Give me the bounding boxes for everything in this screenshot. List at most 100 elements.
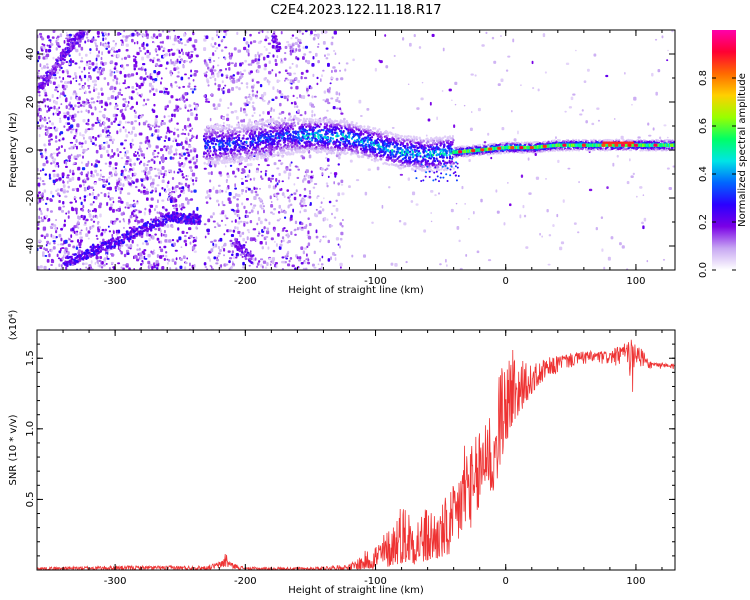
spectrogram-cell — [340, 179, 344, 184]
spectrogram-cell — [193, 85, 197, 88]
spectrogram-cell — [308, 195, 312, 199]
spectrogram-cell — [92, 224, 95, 228]
spectrogram-cell — [597, 119, 600, 122]
spectrogram-cell — [195, 179, 198, 182]
spectrogram-cell — [269, 263, 272, 266]
spectrogram-cell — [54, 68, 58, 71]
spectrogram-cell — [244, 59, 248, 63]
spectrogram-cell — [302, 46, 306, 50]
spectrogram-cell — [56, 173, 60, 178]
spectrogram-cell — [67, 185, 70, 189]
spectrogram-cell — [138, 84, 142, 89]
spectrogram-cell — [41, 192, 44, 196]
spectrogram-cell — [164, 156, 168, 160]
spectrogram-cell — [170, 72, 173, 77]
spectrogram-cell — [46, 109, 49, 113]
spectrogram-cell — [87, 230, 91, 234]
spectrogram-cell — [204, 100, 208, 103]
spectrogram-cell — [585, 120, 588, 124]
spectrogram-cell — [303, 247, 308, 250]
spectrogram-cell — [327, 239, 330, 244]
spectrogram-cell — [228, 191, 232, 196]
spectrogram-cell — [320, 266, 323, 270]
spectrogram-cell — [206, 136, 210, 139]
spectrogram-cell — [437, 192, 441, 195]
spectrogram-cell — [117, 153, 120, 157]
spectrogram-cell — [248, 93, 251, 96]
spectrogram-cell — [256, 123, 259, 127]
spectrogram-cell — [245, 159, 248, 163]
spectrogram-cell — [184, 104, 187, 107]
spectrogram-cell — [107, 32, 110, 36]
spectrogram-cell — [224, 84, 227, 87]
spectrogram-cell — [304, 110, 307, 115]
spectrogram-cell — [596, 107, 600, 110]
spectrogram-cell — [57, 84, 60, 88]
spectrogram-cell — [197, 215, 201, 219]
spectrogram-cell — [307, 242, 311, 247]
spectrogram-cell — [82, 155, 84, 159]
spectrogram-cell — [453, 124, 456, 128]
spectrogram-cell — [134, 114, 137, 119]
spectrogram-cell — [177, 134, 180, 138]
spectrogram-cell — [578, 181, 580, 184]
spectrogram-cell — [115, 179, 119, 182]
spectrogram-cell — [211, 161, 215, 165]
spectrogram-cell — [227, 197, 231, 202]
spectrogram-cell — [302, 198, 306, 202]
spectrogram-cell — [124, 108, 127, 111]
spectrogram-cell — [143, 162, 146, 167]
spectrogram-cell — [62, 112, 67, 115]
spectrogram-cell — [299, 193, 302, 197]
spectrogram-cell — [111, 155, 115, 158]
spectrogram-cell — [158, 60, 161, 63]
spectrogram-cell — [219, 98, 222, 102]
spectrogram-cell — [234, 187, 237, 190]
spectrogram-cell — [212, 65, 215, 69]
spectrogram-cell — [37, 51, 40, 54]
spectrogram-cell — [267, 36, 270, 40]
spectrogram-cell — [298, 48, 301, 52]
spectrogram-cell — [216, 64, 220, 67]
spectrogram-cell — [102, 178, 106, 183]
spectrogram-cell — [41, 77, 45, 80]
spectrogram-cell — [176, 171, 180, 174]
spectrogram-cell — [308, 222, 312, 227]
spectrogram-cell — [58, 119, 62, 123]
spectrogram-cell — [117, 262, 121, 265]
spectrogram-cell — [149, 58, 152, 62]
spectrogram-cell — [75, 79, 78, 82]
spectrogram-cell — [46, 35, 50, 39]
spectrogram-cell — [252, 228, 257, 231]
spectrogram-cell — [292, 94, 295, 98]
spectrogram-cell — [78, 215, 81, 220]
spectrogram-cell — [128, 176, 132, 180]
spectrogram-cell — [249, 178, 252, 181]
spectrogram-cell — [216, 33, 219, 37]
spectrogram-cell — [238, 133, 241, 137]
spectrogram-cell — [134, 133, 137, 137]
spectrogram-cell — [227, 88, 231, 92]
spectrogram-cell — [165, 52, 169, 57]
spectrogram-cell — [204, 266, 208, 269]
spectrogram-cell — [240, 127, 243, 131]
spectrogram-cell — [76, 239, 80, 243]
spectrogram-cell — [96, 100, 99, 103]
spectrogram-cell — [327, 62, 330, 67]
spectrogram-cell — [87, 147, 90, 150]
spectrogram-cell — [50, 264, 53, 266]
spectrogram-cell — [632, 172, 635, 176]
spectrogram-cell — [41, 37, 45, 41]
spectrogram-cell — [44, 92, 48, 95]
spectrogram-cell — [185, 231, 189, 234]
spectrogram-cell — [68, 33, 72, 37]
spectrogram-cell — [140, 190, 143, 194]
spectrogram-cell — [121, 43, 124, 47]
spectrogram-cell — [264, 169, 268, 173]
spectrogram-cell — [73, 90, 77, 94]
spectrogram-cell — [58, 110, 61, 115]
spectrogram-cell — [143, 186, 146, 189]
spectrogram-cell — [145, 102, 147, 106]
spectrogram-cell — [152, 109, 156, 113]
spectrogram-cell — [96, 215, 99, 220]
